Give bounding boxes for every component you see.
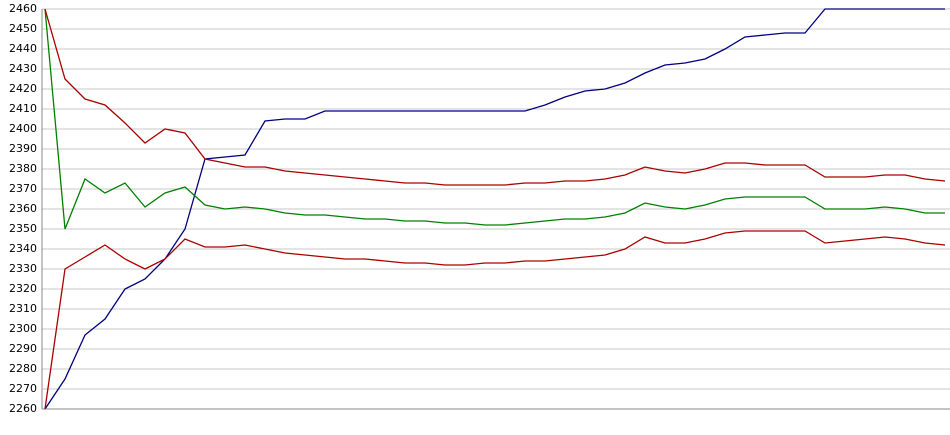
y-tick-label: 2460 bbox=[9, 2, 37, 15]
y-tick-label: 2320 bbox=[9, 282, 37, 295]
y-tick-label: 2370 bbox=[9, 182, 37, 195]
series-line bbox=[44, 8, 946, 186]
y-tick-label: 2290 bbox=[9, 342, 37, 355]
series-line bbox=[44, 8, 945, 230]
y-tick-label: 2400 bbox=[9, 122, 37, 135]
y-tick-label: 2390 bbox=[9, 142, 37, 155]
y-tick-label: 2330 bbox=[9, 262, 37, 275]
y-tick-label: 2420 bbox=[9, 82, 37, 95]
y-tick-label: 2440 bbox=[9, 42, 37, 55]
y-tick-label: 2430 bbox=[9, 62, 37, 75]
y-tick-label: 2410 bbox=[9, 102, 37, 115]
y-tick-label: 2270 bbox=[9, 382, 37, 395]
y-tick-label: 2260 bbox=[9, 402, 37, 415]
y-tick-label: 2350 bbox=[9, 222, 37, 235]
series-line bbox=[44, 230, 946, 410]
y-tick-label: 2340 bbox=[9, 242, 37, 255]
y-tick-label: 2300 bbox=[9, 322, 37, 335]
series-line bbox=[44, 8, 945, 410]
y-tick-label: 2360 bbox=[9, 202, 37, 215]
y-tick-label: 2380 bbox=[9, 162, 37, 175]
y-tick-label: 2280 bbox=[9, 362, 37, 375]
y-tick-label: 2450 bbox=[9, 22, 37, 35]
y-tick-label: 2310 bbox=[9, 302, 37, 315]
